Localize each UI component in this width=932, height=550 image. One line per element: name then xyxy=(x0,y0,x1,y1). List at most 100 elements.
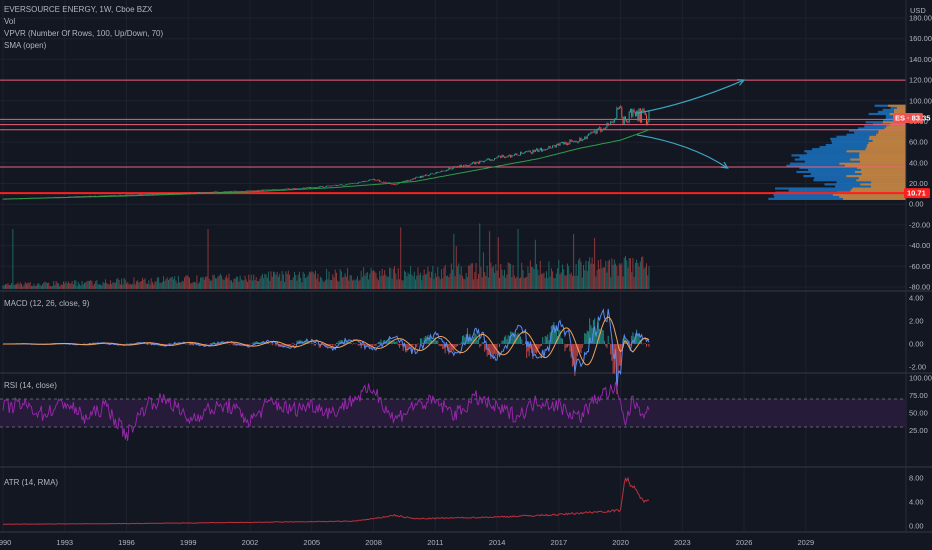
macd-histogram-bar xyxy=(433,338,435,344)
candle-body xyxy=(550,147,552,149)
volume-bar xyxy=(137,280,139,289)
candle-body xyxy=(254,190,256,192)
volume-bar xyxy=(400,227,402,289)
projection-arrow-head xyxy=(720,161,729,169)
price-tick--60.00: -60.00 xyxy=(909,262,930,271)
macd-histogram-bar xyxy=(439,344,441,347)
legend-symbol[interactable]: EVERSOURCE ENERGY, 1W, Cboe BZX xyxy=(4,5,153,14)
volume-bar xyxy=(413,271,415,289)
projection-arrow-up[interactable] xyxy=(636,79,745,114)
macd-histogram-bar xyxy=(575,344,577,365)
macd-histogram-bar xyxy=(335,342,337,344)
volume-bar xyxy=(431,271,433,289)
volume-bar xyxy=(216,278,218,289)
volume-bar xyxy=(324,280,326,289)
candle-body xyxy=(571,140,573,142)
price-axis[interactable]: 180.00160.00140.00120.00100.0080.0060.00… xyxy=(909,14,932,531)
macd-histogram-bar xyxy=(539,344,541,347)
candle-body xyxy=(275,189,277,190)
candle-body xyxy=(187,193,189,194)
candle-body xyxy=(305,188,307,189)
profile-row-down xyxy=(788,189,851,192)
volume-bar xyxy=(642,256,644,289)
volume-bar xyxy=(39,284,41,289)
volume-bar xyxy=(243,280,245,289)
projection-arrows[interactable] xyxy=(636,79,746,169)
volume-bar xyxy=(129,283,131,289)
legend-sma[interactable]: SMA (open) xyxy=(4,41,47,50)
legend-rsi[interactable]: RSI (14, close) xyxy=(4,381,57,390)
time-axis[interactable]: 1990 1993 1996 1999 2002 2005 2008 2011 2014 2017… xyxy=(0,538,814,547)
candle-body xyxy=(449,168,451,169)
volume-bar xyxy=(293,271,295,289)
volume-bar xyxy=(45,282,47,289)
legend-volume[interactable]: Vol xyxy=(4,17,15,26)
volume-bar xyxy=(84,282,86,289)
candle-body xyxy=(203,192,205,193)
volume-bar xyxy=(212,274,214,289)
candle-body xyxy=(541,147,543,152)
legend-atr[interactable]: ATR (14, RMA) xyxy=(4,478,58,487)
candle-body xyxy=(100,195,102,197)
horizontal-levels[interactable] xyxy=(0,79,906,195)
volume-bar xyxy=(114,282,116,289)
candle-body xyxy=(255,190,257,192)
candle-body xyxy=(349,183,351,185)
macd-histogram-bar xyxy=(454,344,456,348)
volume-bar xyxy=(585,260,587,289)
candle-body xyxy=(108,195,110,196)
candle-body xyxy=(112,195,114,196)
candle-body xyxy=(434,173,436,174)
volume-bar xyxy=(353,279,355,289)
volume-bar xyxy=(482,252,484,289)
candle-body xyxy=(634,111,636,116)
volume-bar xyxy=(373,270,375,289)
macd-histogram-bar xyxy=(389,337,391,344)
macd-histogram-bar xyxy=(506,339,508,344)
volume-bar xyxy=(276,271,278,289)
macd-histogram-bar xyxy=(371,344,373,347)
rsi-tick-75.00: 75.00 xyxy=(909,391,928,400)
candle-body xyxy=(396,183,398,185)
macd-histogram-bar xyxy=(195,344,197,345)
candle-body xyxy=(217,191,219,193)
macd-histogram-bar xyxy=(189,344,191,345)
candle-body xyxy=(182,192,184,194)
volume-bar xyxy=(469,265,471,289)
macd-histogram-bar xyxy=(326,344,328,347)
volume-bar xyxy=(179,281,181,289)
volume-bar xyxy=(612,264,614,289)
candle-body xyxy=(352,183,354,184)
macd-histogram-bar xyxy=(520,336,522,344)
candle-body xyxy=(105,195,107,197)
volume-bar xyxy=(487,277,489,289)
macd-histogram-bar xyxy=(211,343,213,344)
macd-histogram-bar xyxy=(574,344,576,376)
candle-body xyxy=(234,190,236,192)
volume-bar xyxy=(102,281,104,289)
macd-histogram-bar xyxy=(191,344,193,345)
projection-arrow-down[interactable] xyxy=(636,134,728,169)
macd-histogram-bar xyxy=(391,341,393,344)
volume-bar xyxy=(625,256,627,289)
volume-bar xyxy=(645,263,647,289)
volume-bar xyxy=(453,233,455,289)
macd-histogram-bar xyxy=(268,342,270,344)
profile-row-down xyxy=(799,156,860,159)
candle-body xyxy=(576,141,578,143)
legend-vpvr[interactable]: VPVR (Number Of Rows, 100, Up/Down, 70) xyxy=(4,29,164,38)
candle-body xyxy=(282,188,284,190)
macd-histogram-bar xyxy=(387,339,389,344)
candle-body xyxy=(395,184,397,186)
volume-bar xyxy=(229,280,231,289)
candle-body xyxy=(119,194,121,196)
candle-body xyxy=(615,118,617,120)
volume-bar xyxy=(144,278,146,289)
volume-bar xyxy=(161,281,163,289)
time-tick-2002: 2002 xyxy=(242,538,259,547)
volume-bar xyxy=(97,284,99,289)
legend-macd[interactable]: MACD (12, 26, close, 9) xyxy=(4,299,90,308)
volume-bar xyxy=(55,280,57,289)
macd-histogram-bar xyxy=(512,332,514,344)
